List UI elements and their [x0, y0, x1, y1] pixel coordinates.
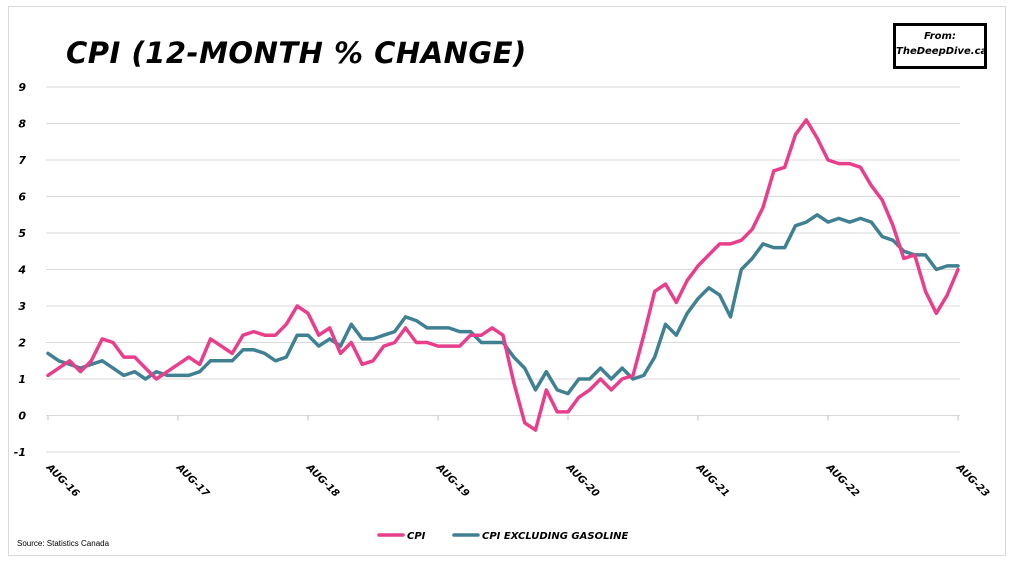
- legend-item-cpi-label: CPI: [407, 531, 426, 542]
- y-tick-label: 9: [18, 81, 26, 94]
- y-tick-label: 4: [17, 264, 26, 277]
- y-tick-label: 8: [18, 118, 26, 131]
- gridlines: [46, 86, 960, 453]
- y-tick-label: 0: [18, 410, 26, 423]
- legend-item-cpi-excluding-gasoline-label: CPI EXCLUDING GASOLINE: [482, 531, 629, 542]
- x-tick-label: AUG-20: [563, 462, 601, 500]
- x-tick-label: AUG-17: [173, 462, 211, 500]
- y-tick-label: 1: [18, 373, 26, 386]
- series-line-cpi-excluding-gasoline: [46, 213, 960, 396]
- badge-line-2: TheDeepDive.ca: [896, 46, 988, 57]
- x-tick-label: AUG-23: [953, 462, 991, 500]
- y-tick-label: 2: [18, 337, 26, 350]
- source-note: Source: Statistics Canada: [17, 539, 110, 548]
- x-tick-label: AUG-21: [693, 462, 731, 500]
- x-tick-label: AUG-19: [433, 462, 471, 500]
- legend: CPI CPI EXCLUDING GASOLINE: [377, 531, 629, 542]
- y-tick-label: -1: [14, 446, 26, 459]
- y-tick-label: 3: [18, 300, 26, 313]
- y-tick-label: 5: [18, 227, 26, 240]
- x-tick-label: AUG-18: [303, 462, 341, 500]
- x-axis: AUG-16 AUG-17 AUG-18 AUG-19 AUG-20 AUG-21 AUG-…: [43, 415, 991, 500]
- series-line-cpi: [46, 118, 960, 432]
- y-tick-label: 7: [18, 154, 26, 167]
- series-lines: [46, 118, 960, 432]
- badge-line-1: From:: [924, 31, 956, 42]
- y-axis: -1 0 1 2 3 4 5 6 7 8 9: [14, 81, 27, 459]
- chart-title: CPI (12-month % change): [66, 36, 527, 70]
- x-tick-label: AUG-16: [43, 462, 81, 500]
- x-tick-label: AUG-22: [823, 462, 861, 500]
- chart-frame: [8, 6, 1006, 556]
- y-tick-label: 6: [18, 191, 26, 204]
- source-badge: From: TheDeepDive.ca: [893, 23, 987, 69]
